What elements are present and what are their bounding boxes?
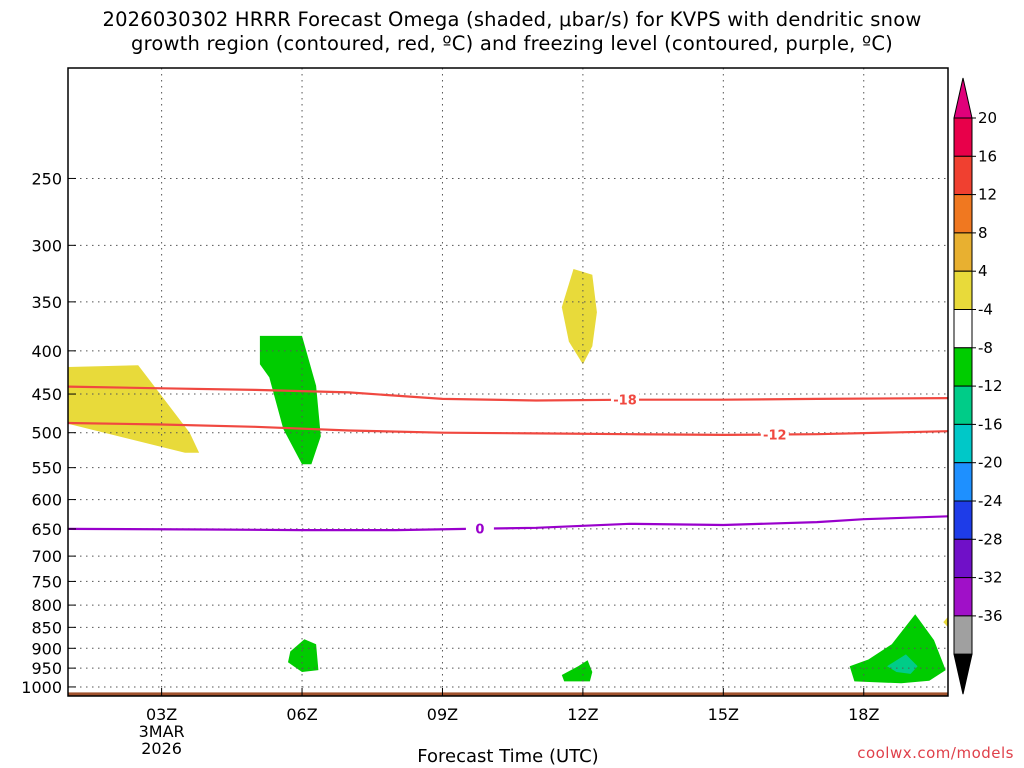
colorbar-label-0: 20 bbox=[978, 109, 997, 127]
y-tick-label-700: 700 bbox=[31, 547, 62, 566]
colorbar-bottom-triangle bbox=[953, 653, 973, 695]
colorbar-label-8: -16 bbox=[978, 415, 1003, 433]
colorbar-segment-13 bbox=[953, 615, 973, 655]
omega-region-0 bbox=[68, 365, 200, 453]
colorbar-segment-7 bbox=[953, 385, 973, 425]
contour-label-bg-2 bbox=[465, 521, 494, 536]
colorbar-label-9: -20 bbox=[978, 454, 1003, 472]
colorbar-label-5: -4 bbox=[978, 301, 993, 319]
colorbar: 20 16 12 8 4 -4 -8 -12 -16 -20 -24 -28 -32 -36 bbox=[953, 77, 1003, 695]
colorbar-segment-0 bbox=[953, 117, 973, 157]
x-tick-year: 2026 bbox=[141, 739, 182, 758]
y-tick-label-800: 800 bbox=[31, 596, 62, 615]
chart-title: 2026030302 HRRR Forecast Omega (shaded, … bbox=[0, 8, 1024, 56]
colorbar-segment-4 bbox=[953, 270, 973, 311]
omega-region-4 bbox=[288, 639, 319, 672]
colorbar-label-6: -8 bbox=[978, 339, 993, 357]
y-tick-label-250: 250 bbox=[31, 169, 62, 188]
plot-frame bbox=[67, 67, 949, 697]
x-tick-label-03Z: 03Z bbox=[146, 705, 177, 724]
y-tick-label-750: 750 bbox=[31, 572, 62, 591]
contour-line-0 bbox=[67, 385, 949, 402]
colorbar-label-11: -28 bbox=[978, 530, 1003, 548]
contour-line-2 bbox=[67, 515, 949, 532]
x-tick-label-09Z: 09Z bbox=[427, 705, 458, 724]
contour-layer: -18 -12 0 bbox=[67, 385, 949, 538]
colorbar-segment-12 bbox=[953, 577, 973, 617]
colorbar-segment-8 bbox=[953, 423, 973, 464]
omega-region-1 bbox=[561, 269, 597, 365]
colorbar-label-4: 4 bbox=[978, 262, 988, 280]
y-tick-label-300: 300 bbox=[31, 236, 62, 255]
grid-layer bbox=[68, 68, 948, 696]
omega-region-6 bbox=[849, 614, 946, 684]
contour-label-2: 0 bbox=[475, 523, 484, 538]
y-axis-ticks: 250 300 350 400 450 500 550 600 650 700 750 800 850 9… bbox=[21, 169, 76, 697]
contour-label-bg-1 bbox=[760, 427, 789, 442]
y-tick-label-350: 350 bbox=[31, 293, 62, 312]
ground-bar bbox=[68, 692, 948, 696]
y-tick-label-600: 600 bbox=[31, 491, 62, 510]
colorbar-segment-11 bbox=[953, 538, 973, 579]
omega-region-7 bbox=[887, 654, 918, 674]
colorbar-label-7: -12 bbox=[978, 377, 1003, 395]
omega-region-3 bbox=[259, 335, 321, 465]
y-tick-label-500: 500 bbox=[31, 424, 62, 443]
x-axis-label: Forecast Time (UTC) bbox=[417, 746, 599, 767]
colorbar-segment-1 bbox=[953, 155, 973, 196]
x-tick-date: 3MAR bbox=[139, 722, 185, 741]
y-tick-label-450: 450 bbox=[31, 385, 62, 404]
colorbar-segment-6 bbox=[953, 347, 973, 387]
y-tick-label-400: 400 bbox=[31, 342, 62, 361]
x-tick-label-15Z: 15Z bbox=[708, 705, 739, 724]
colorbar-label-12: -32 bbox=[978, 569, 1003, 587]
colorbar-label-3: 8 bbox=[978, 224, 988, 242]
x-tick-label-12Z: 12Z bbox=[567, 705, 598, 724]
colorbar-segment-10 bbox=[953, 500, 973, 540]
y-tick-label-1000: 1000 bbox=[21, 678, 62, 697]
colorbar-segment-2 bbox=[953, 194, 973, 234]
x-tick-label-18Z: 18Z bbox=[848, 705, 879, 724]
credit-link[interactable]: coolwx.com/models bbox=[857, 744, 1014, 762]
colorbar-segment-5 bbox=[953, 309, 973, 349]
ground-layer bbox=[68, 692, 948, 696]
colorbar-segment-9 bbox=[953, 462, 973, 502]
omega-region-5 bbox=[561, 660, 593, 682]
y-tick-label-550: 550 bbox=[31, 459, 62, 478]
colorbar-top-triangle bbox=[953, 77, 973, 119]
colorbar-segment-3 bbox=[953, 232, 973, 272]
y-tick-label-850: 850 bbox=[31, 618, 62, 637]
colorbar-label-10: -24 bbox=[978, 492, 1003, 510]
contour-label-1: -12 bbox=[763, 428, 787, 443]
omega-region-2 bbox=[943, 616, 948, 628]
y-tick-label-900: 900 bbox=[31, 639, 62, 658]
y-tick-label-950: 950 bbox=[31, 659, 62, 678]
colorbar-label-2: 12 bbox=[978, 186, 997, 204]
x-tick-label-06Z: 06Z bbox=[286, 705, 317, 724]
contour-label-bg-0 bbox=[611, 392, 640, 407]
colorbar-label-13: -36 bbox=[978, 607, 1003, 625]
title-line-1: 2026030302 HRRR Forecast Omega (shaded, … bbox=[102, 8, 922, 31]
colorbar-label-1: 16 bbox=[978, 147, 997, 165]
title-line-2: growth region (contoured, red, ºC) and f… bbox=[131, 32, 893, 55]
y-tick-label-650: 650 bbox=[31, 520, 62, 539]
omega-shading-layer bbox=[68, 269, 948, 684]
contour-label-0: -18 bbox=[613, 394, 637, 409]
